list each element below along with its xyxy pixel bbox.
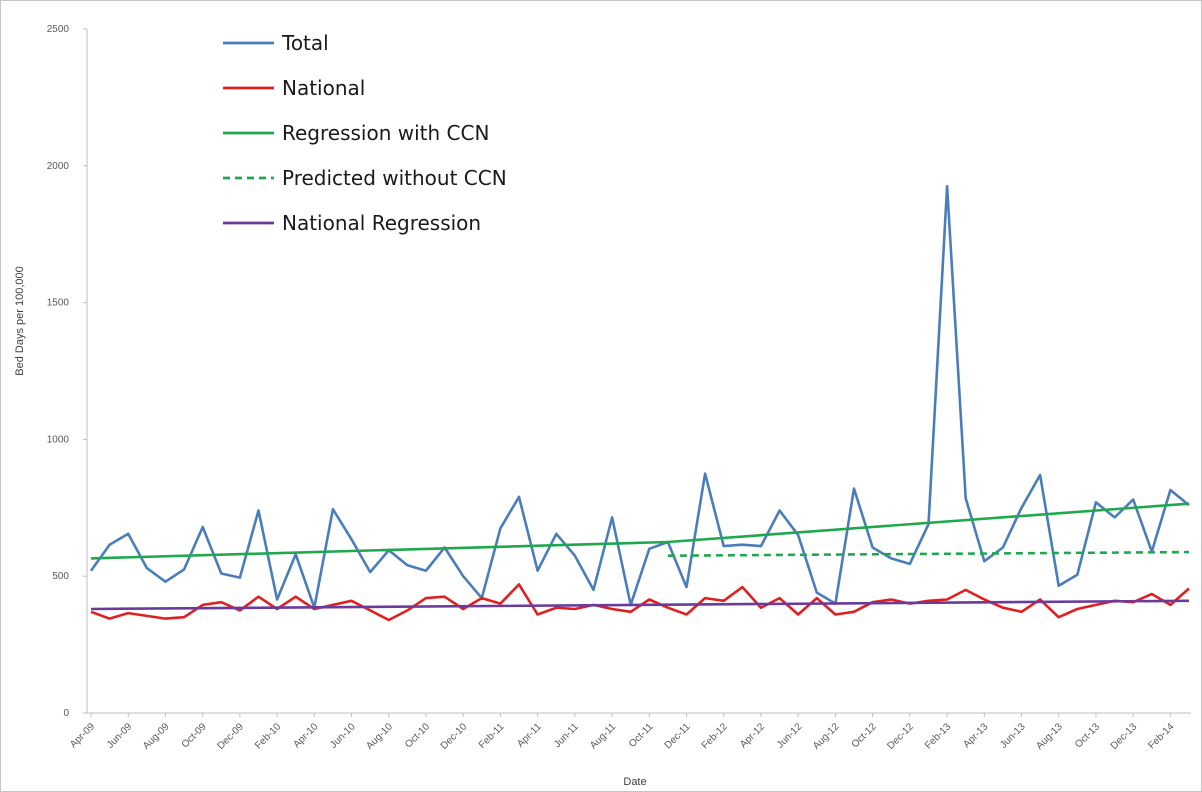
legend-label: National Regression (282, 211, 481, 235)
x-tick-label: Jun-12 (775, 721, 805, 751)
x-tick-label: Dec-13 (1109, 721, 1140, 752)
x-tick-label: Aug-09 (141, 721, 172, 752)
y-tick-label: 2000 (47, 161, 70, 172)
x-tick-label: Aug-12 (811, 721, 842, 752)
legend: Total National Regression with CCN Predicte… (223, 31, 507, 235)
y-tick-label: 1000 (47, 434, 70, 445)
x-tick-label: Oct-09 (180, 721, 209, 750)
x-tick-label: Apr-09 (68, 721, 97, 750)
legend-label: National (282, 76, 365, 100)
legend-label: Predicted without CCN (282, 166, 507, 190)
x-tick-label: Dec-11 (663, 721, 693, 751)
x-tick-label: Jun-11 (552, 721, 581, 750)
series-line-predicted-without-ccn (667, 550, 1190, 557)
y-axis-title: Bed Days per 100,000 (14, 266, 26, 375)
x-tick-labels: Apr-09 Jun-09 Aug-09 Oct-09 Dec-09 Feb-10 Apr-… (68, 713, 1177, 752)
x-tick-label: Apr-12 (738, 721, 767, 750)
y-tick-labels: 0 500 1000 1500 2000 2500 (47, 24, 87, 719)
x-tick-label: Oct-10 (403, 721, 432, 750)
x-tick-label: Aug-10 (364, 721, 395, 752)
y-tick-label: 0 (63, 708, 69, 719)
x-tick-label: Jun-09 (105, 721, 135, 751)
x-tick-label: Aug-13 (1034, 721, 1065, 752)
x-tick-label: Dec-09 (215, 721, 246, 752)
y-tick-label: 1500 (47, 298, 70, 309)
x-tick-label: Apr-10 (291, 721, 320, 750)
x-tick-label: Jun-10 (328, 721, 358, 751)
x-tick-label: Aug-11 (588, 721, 618, 751)
axes (86, 29, 1191, 714)
series-line-regression-with-ccn (90, 502, 1190, 560)
x-tick-label: Oct-13 (1073, 721, 1102, 750)
x-tick-label: Jun-13 (998, 721, 1028, 751)
x-tick-label: Feb-13 (923, 721, 953, 751)
x-tick-label: Feb-10 (253, 721, 283, 751)
x-tick-label: Feb-11 (477, 721, 507, 751)
series-line-national-regression (90, 599, 1190, 611)
x-tick-label: Dec-12 (885, 721, 916, 752)
series-line-total (89, 185, 1190, 610)
x-tick-label: Apr-11 (515, 721, 544, 750)
y-tick-label: 500 (52, 571, 69, 582)
y-tick-label: 2500 (47, 24, 70, 35)
legend-label: Regression with CCN (282, 121, 489, 145)
series-lines (89, 185, 1190, 622)
x-tick-label: Feb-14 (1146, 721, 1176, 751)
x-tick-label: Oct-12 (850, 721, 879, 750)
legend-label: Total (281, 31, 329, 55)
x-tick-label: Oct-11 (627, 721, 656, 750)
x-tick-label: Dec-10 (439, 721, 470, 752)
x-tick-label: Feb-12 (700, 721, 730, 751)
x-axis-title: Date (623, 776, 646, 788)
x-tick-label: Apr-13 (961, 721, 990, 750)
